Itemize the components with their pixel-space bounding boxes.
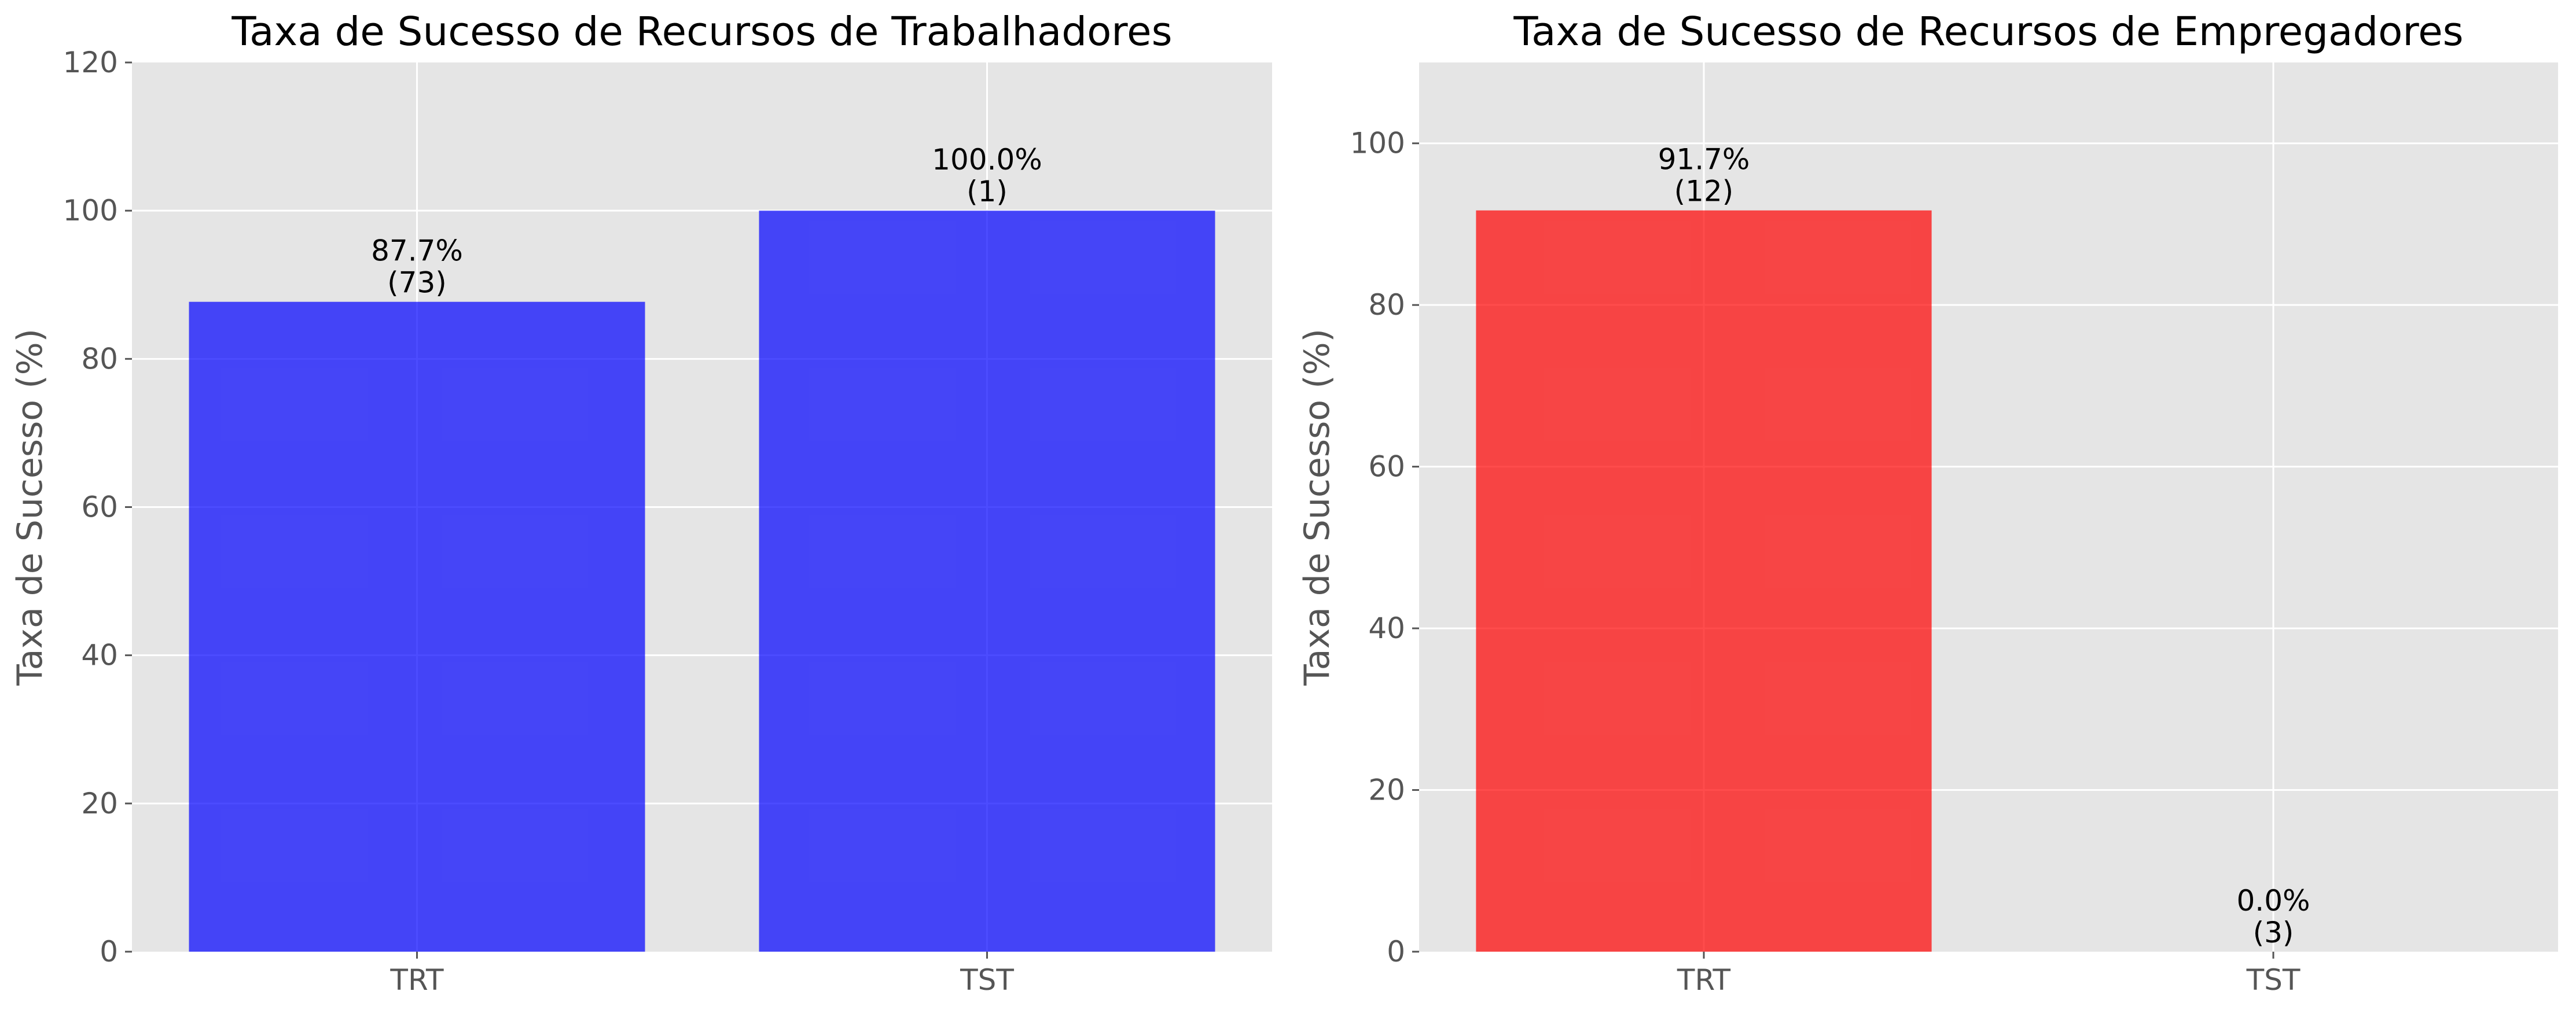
bar-count-label: (73): [387, 266, 447, 300]
bars: [189, 211, 1215, 952]
y-tick-labels: 0 20 40 60 80 100 120: [63, 46, 132, 968]
bar-percent-label: 87.7%: [371, 234, 463, 268]
x-tick-label-tst: TST: [960, 963, 1014, 997]
bar-value-labels: 87.7%(73) 100.0%(1): [371, 143, 1042, 300]
y-tick-labels: 0 20 40 60 80 100: [1350, 127, 1419, 968]
chart-title: Taxa de Sucesso de Recursos de Empregado…: [1513, 9, 2463, 55]
workers-success-chart: 0 20 40 60 80 100 120 TRT TST 87.7%(73) 100.0%(1…: [10, 9, 1272, 997]
y-tick-label: 100: [63, 194, 118, 227]
bar-percent-label: 91.7%: [1658, 143, 1750, 176]
y-tick-label: 0: [100, 935, 118, 968]
y-tick-label: 100: [1350, 127, 1405, 160]
x-tick-labels: TRT TST: [389, 952, 1014, 997]
y-tick-label: 20: [81, 787, 118, 820]
y-axis-label: Taxa de Sucesso (%): [1297, 329, 1337, 686]
bar-percent-label: 100.0%: [932, 143, 1042, 176]
y-tick-label: 80: [1368, 288, 1405, 322]
y-tick-label: 80: [81, 342, 118, 375]
bar-trt: [1476, 210, 1932, 952]
bar-tst: [759, 211, 1215, 952]
chart-title: Taxa de Sucesso de Recursos de Trabalhad…: [231, 9, 1172, 55]
bar-percent-label: 0.0%: [2236, 884, 2310, 918]
y-tick-label: 40: [81, 639, 118, 672]
bar-trt: [189, 301, 645, 952]
y-tick-label: 20: [1368, 773, 1405, 807]
y-tick-label: 120: [63, 46, 118, 79]
employers-success-chart: 0 20 40 60 80 100 TRT TST 91.7%(12) 0.0%(3) Tax…: [1297, 9, 2558, 997]
y-tick-label: 0: [1387, 935, 1405, 968]
x-tick-labels: TRT TST: [1677, 952, 2301, 997]
bar-count-label: (12): [1674, 175, 1734, 208]
bar-count-label: (3): [2253, 916, 2294, 949]
bar-value-labels: 91.7%(12) 0.0%(3): [1658, 143, 2310, 949]
y-tick-label: 60: [1368, 450, 1405, 484]
y-tick-label: 60: [81, 491, 118, 524]
x-tick-label-tst: TST: [2246, 963, 2301, 997]
bar-count-label: (1): [967, 175, 1008, 208]
y-axis-label: Taxa de Sucesso (%): [10, 329, 50, 686]
x-tick-label-trt: TRT: [389, 963, 444, 997]
y-tick-label: 40: [1368, 612, 1405, 645]
x-tick-label-trt: TRT: [1677, 963, 1731, 997]
bars: [1476, 210, 1932, 952]
